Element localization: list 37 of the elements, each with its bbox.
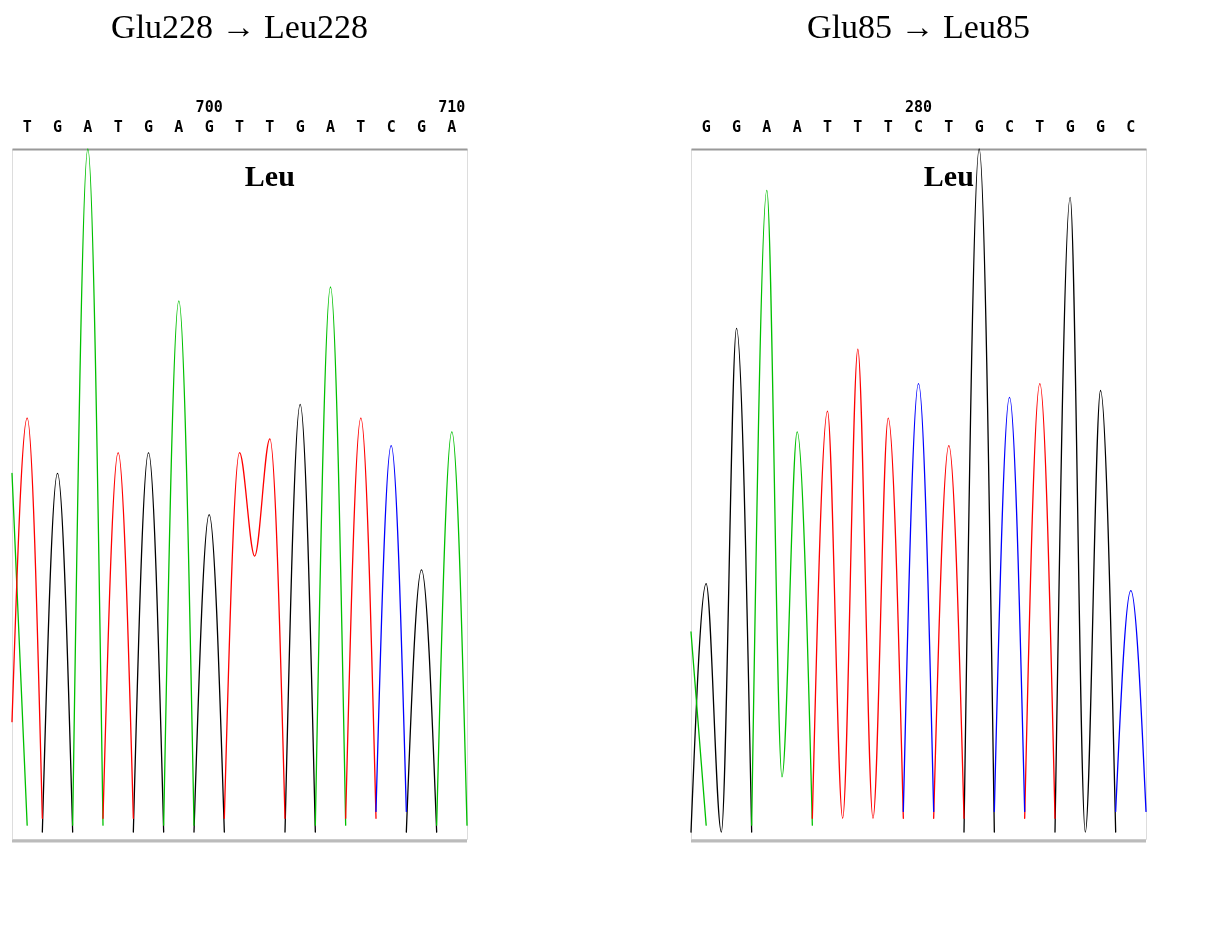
- x-tick-label: G: [52, 118, 63, 136]
- x-tick-label: G: [1095, 118, 1106, 136]
- text: 280: [904, 98, 933, 116]
- x-tick-label: G: [143, 118, 154, 136]
- annotation: Leu: [244, 159, 295, 192]
- x-tick-label: T: [22, 118, 32, 136]
- x-tick-label: G: [204, 118, 214, 136]
- x-tick-label: G: [731, 118, 742, 136]
- text: 710: [438, 98, 466, 116]
- x-tick-label: C: [913, 118, 924, 136]
- chart-title: Glu85 → Leu85: [807, 8, 1030, 45]
- x-tick-label: A: [83, 118, 93, 136]
- x-tick-label: C: [386, 118, 396, 136]
- x-tick-label: T: [265, 118, 275, 136]
- x-tick-label: A: [447, 118, 457, 136]
- x-tick-label: G: [295, 118, 305, 136]
- x-tick-label: T: [356, 118, 366, 136]
- x-tick-label: T: [853, 118, 863, 136]
- x-tick-label: C: [1126, 118, 1136, 136]
- chart-title: Glu228 → Leu228: [111, 8, 368, 45]
- x-tick-label: G: [974, 118, 984, 136]
- x-tick-label: T: [822, 118, 833, 136]
- x-tick-label: G: [416, 118, 427, 136]
- x-tick-label: G: [701, 118, 711, 136]
- text: 700: [195, 98, 223, 116]
- x-tick-label: A: [174, 118, 184, 136]
- x-tick-label: A: [792, 118, 802, 136]
- x-tick-label: G: [1065, 118, 1075, 136]
- x-tick-label: T: [883, 118, 893, 136]
- x-tick-label: C: [1004, 118, 1015, 136]
- x-tick-label: T: [944, 118, 954, 136]
- x-tick-label: T: [1035, 118, 1045, 136]
- x-tick-label: A: [325, 118, 336, 136]
- x-tick-label: A: [762, 118, 772, 136]
- x-tick-label: T: [234, 118, 245, 136]
- annotation: Leu: [923, 159, 974, 192]
- x-tick-label: T: [113, 118, 123, 136]
